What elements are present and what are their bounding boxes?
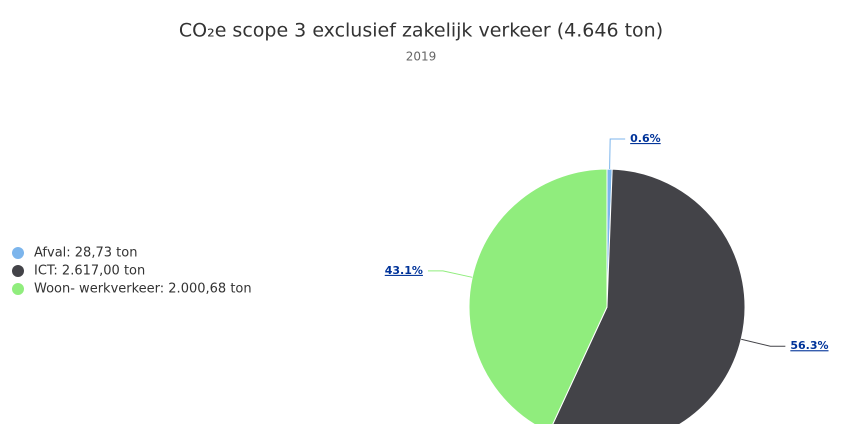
pie-slice bbox=[468, 168, 608, 424]
connector bbox=[427, 270, 473, 278]
legend-label[interactable]: Woon- werkverkeer: 2.000,68 ton bbox=[34, 282, 252, 297]
data-label: 43.1% bbox=[385, 264, 423, 277]
legend-label[interactable]: Afval: 28,73 ton bbox=[34, 246, 137, 261]
pie-slice bbox=[552, 168, 746, 424]
legend-symbol[interactable] bbox=[12, 283, 24, 295]
legend-symbol[interactable] bbox=[12, 247, 24, 259]
legend-label[interactable]: ICT: 2.617,00 ton bbox=[34, 264, 145, 279]
chart-subtitle: 2019 bbox=[406, 50, 437, 64]
chart-title: CO₂e scope 3 exclusief zakelijk verkeer … bbox=[179, 20, 663, 42]
data-label: 0.6% bbox=[630, 132, 661, 145]
legend-symbol[interactable] bbox=[12, 265, 24, 277]
data-label: 56.3% bbox=[790, 339, 828, 352]
connector bbox=[609, 138, 626, 170]
connector bbox=[741, 338, 786, 347]
